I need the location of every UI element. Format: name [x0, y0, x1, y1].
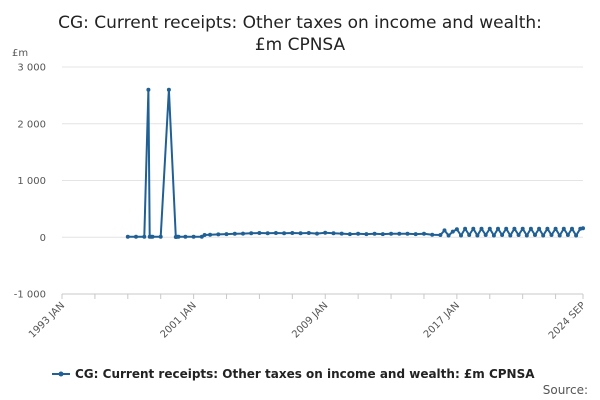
data-point-46[interactable] [446, 233, 451, 238]
y-tick-label-0: 3 000 [17, 63, 46, 74]
data-point-61[interactable] [508, 233, 513, 238]
data-point-1[interactable] [134, 234, 138, 239]
data-point-64[interactable] [520, 226, 525, 231]
data-point-79[interactable] [581, 226, 585, 231]
x-tick-label-0: 1993 JAN [27, 300, 67, 340]
data-point-40[interactable] [405, 231, 410, 236]
y-axis-ticks: 3 000 2 000 1 000 0 -1 000 [14, 63, 46, 301]
x-tick-label-2: 2009 JAN [290, 300, 330, 340]
data-point-56[interactable] [487, 226, 492, 231]
source-label: Source: [543, 383, 588, 397]
data-point-59[interactable] [500, 233, 505, 237]
data-point-41[interactable] [413, 232, 418, 237]
data-point-57[interactable] [491, 233, 496, 238]
data-point-62[interactable] [512, 226, 517, 231]
y-axis-unit-label: £m [12, 48, 28, 59]
chart-title-line-2: £m CPNSA [255, 35, 346, 55]
data-point-0[interactable] [125, 234, 130, 239]
data-point-66[interactable] [528, 226, 533, 231]
data-point-71[interactable] [549, 233, 554, 237]
data-point-20[interactable] [241, 231, 245, 236]
data-point-63[interactable] [516, 233, 521, 237]
data-point-23[interactable] [265, 231, 270, 236]
data-point-8[interactable] [166, 87, 171, 92]
data-point-24[interactable] [273, 231, 278, 235]
data-point-77[interactable] [574, 233, 579, 238]
data-point-19[interactable] [232, 231, 237, 236]
data-point-53[interactable] [475, 233, 480, 238]
data-point-54[interactable] [479, 226, 484, 231]
data-point-21[interactable] [249, 231, 254, 236]
data-point-13[interactable] [191, 234, 196, 239]
data-point-28[interactable] [306, 231, 311, 235]
data-point-34[interactable] [356, 231, 361, 236]
data-point-50[interactable] [463, 226, 468, 231]
data-point-60[interactable] [504, 226, 509, 231]
data-point-35[interactable] [364, 232, 369, 237]
y-tick-label-1: 2 000 [17, 119, 46, 130]
data-point-29[interactable] [315, 231, 319, 236]
data-point-58[interactable] [496, 226, 500, 231]
data-point-75[interactable] [565, 233, 570, 237]
data-point-76[interactable] [570, 226, 574, 231]
data-point-15[interactable] [202, 233, 207, 237]
data-point-27[interactable] [298, 231, 303, 236]
data-point-6[interactable] [150, 234, 155, 239]
data-point-36[interactable] [372, 231, 377, 236]
data-point-12[interactable] [183, 234, 188, 239]
data-point-70[interactable] [545, 226, 550, 231]
data-point-69[interactable] [541, 233, 546, 238]
y-tick-label-3: 0 [40, 233, 46, 244]
data-point-2[interactable] [142, 234, 147, 239]
data-point-31[interactable] [331, 231, 336, 236]
data-point-52[interactable] [471, 226, 476, 231]
x-axis-ticks: 1993 JAN 2001 JAN 2009 JAN 2017 JAN 2024 SEP [27, 294, 588, 342]
data-point-55[interactable] [483, 233, 488, 237]
data-point-47[interactable] [450, 229, 455, 234]
data-point-33[interactable] [347, 232, 352, 237]
series-line-0 [127, 88, 584, 238]
data-point-38[interactable] [389, 231, 394, 236]
legend-series-label: CG: Current receipts: Other taxes on inc… [75, 367, 535, 381]
data-point-43[interactable] [430, 232, 435, 237]
y-tick-label-4: -1 000 [14, 290, 46, 301]
data-point-26[interactable] [290, 231, 295, 235]
data-point-16[interactable] [208, 232, 213, 237]
data-point-32[interactable] [339, 231, 344, 236]
data-point-67[interactable] [533, 233, 537, 237]
data-point-18[interactable] [224, 232, 229, 237]
data-point-73[interactable] [557, 233, 562, 238]
data-point-42[interactable] [422, 231, 426, 236]
data-point-22[interactable] [257, 231, 262, 235]
data-point-74[interactable] [561, 226, 566, 231]
data-point-3[interactable] [146, 87, 151, 92]
data-point-51[interactable] [467, 233, 472, 237]
chart-title-line-1: CG: Current receipts: Other taxes on inc… [58, 13, 542, 33]
data-point-48[interactable] [454, 227, 459, 232]
data-point-30[interactable] [323, 230, 328, 235]
x-tick-label-4: 2024 SEP [547, 300, 588, 341]
x-tick-label-3: 2017 JAN [422, 300, 462, 340]
data-point-68[interactable] [537, 226, 542, 231]
data-point-72[interactable] [553, 226, 558, 231]
data-point-44[interactable] [438, 233, 443, 237]
data-point-25[interactable] [282, 231, 287, 236]
data-point-7[interactable] [158, 234, 163, 239]
data-point-45[interactable] [442, 228, 447, 233]
data-point-11[interactable] [176, 234, 181, 239]
gridlines [62, 66, 583, 238]
data-point-37[interactable] [380, 232, 385, 237]
data-point-49[interactable] [459, 233, 463, 238]
y-tick-label-2: 1 000 [17, 176, 46, 187]
series-group [125, 87, 585, 239]
data-point-39[interactable] [397, 231, 402, 236]
legend-swatch-marker [58, 371, 64, 377]
data-point-17[interactable] [216, 232, 221, 237]
legend[interactable]: CG: Current receipts: Other taxes on inc… [52, 367, 535, 381]
data-point-65[interactable] [524, 233, 529, 238]
x-tick-label-1: 2001 JAN [159, 300, 199, 340]
